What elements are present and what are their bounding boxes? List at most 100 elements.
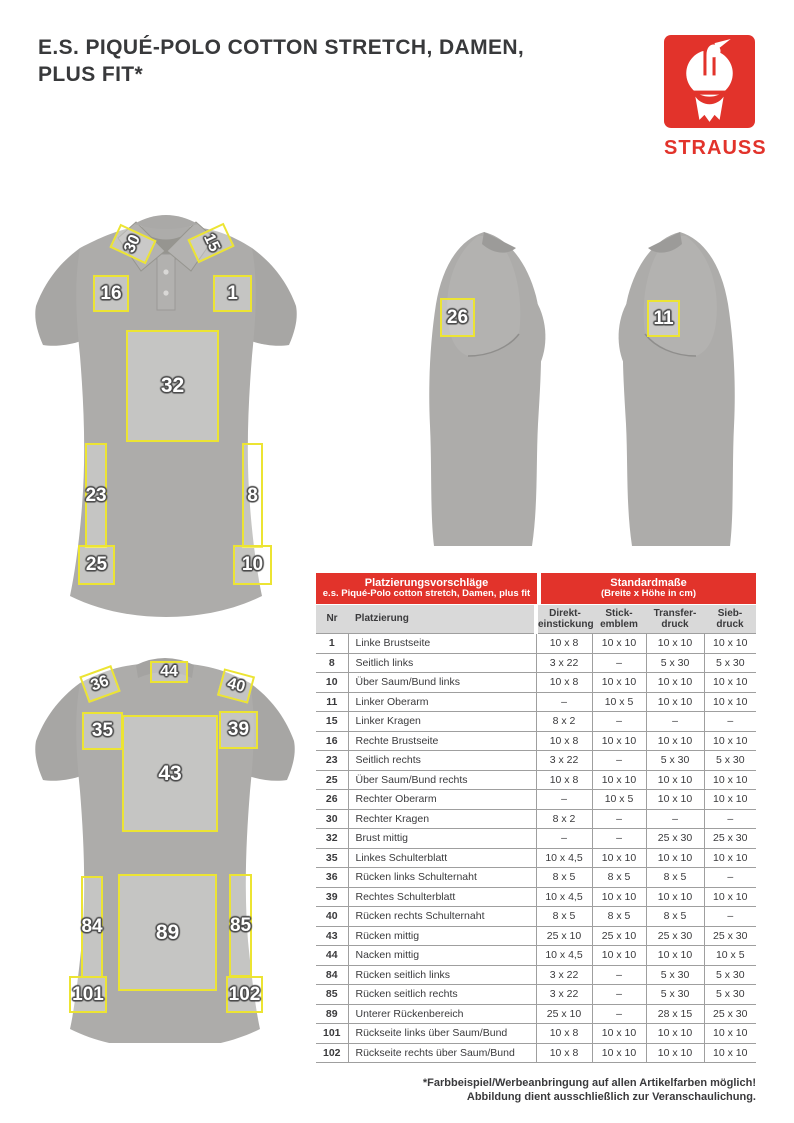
row-placement: Seitlich links xyxy=(347,652,536,673)
row-placement: Rücken seitlich rechts xyxy=(347,984,536,1005)
row-transfer-print: 10 x 10 xyxy=(645,886,704,907)
row-screen-print: 10 x 10 xyxy=(703,1023,756,1044)
row-nr: 84 xyxy=(316,964,348,985)
row-screen-print: 10 x 10 xyxy=(703,633,756,654)
row-nr: 11 xyxy=(316,691,348,712)
column-header-nr: Nr xyxy=(316,605,348,634)
row-direct-embroidery: 8 x 5 xyxy=(535,867,592,888)
row-direct-embroidery: 3 x 22 xyxy=(535,652,592,673)
row-stick-emblem: 8 x 5 xyxy=(591,906,646,927)
table-row: 85 Rücken seitlich rechts 3 x 22–5 x 30 5 x… xyxy=(316,984,756,1005)
row-screen-print: 25 x 30 xyxy=(703,925,756,946)
row-placement: Über Saum/Bund rechts xyxy=(347,769,536,790)
table-row: 44 Nacken mittig 10 x 4,5 10 x 10 10 x 10 10 … xyxy=(316,945,756,966)
row-stick-emblem: 10 x 10 xyxy=(591,886,646,907)
row-stick-emblem: – xyxy=(591,1003,646,1024)
row-screen-print: 10 x 10 xyxy=(703,1042,756,1063)
row-stick-emblem: 10 x 10 xyxy=(591,769,646,790)
row-screen-print: 25 x 30 xyxy=(703,828,756,849)
placement-marker-32: 32 xyxy=(126,330,219,442)
table-row: 84 Rücken seitlich links 3 x 22–5 x 30 5 x … xyxy=(316,964,756,985)
row-direct-embroidery: – xyxy=(535,691,592,712)
row-screen-print: – xyxy=(703,711,756,732)
column-header-placement: Platzierung xyxy=(348,605,536,634)
table-row: 1 Linke Brustseite 10 x 8 10 x 10 10 x 10 10 … xyxy=(316,633,756,654)
row-direct-embroidery: 8 x 2 xyxy=(535,808,592,829)
row-stick-emblem: – xyxy=(591,828,646,849)
row-nr: 35 xyxy=(316,847,348,868)
row-stick-emblem: – xyxy=(591,984,646,1005)
column-header-stick-emblem: Stick- emblem xyxy=(592,605,646,634)
page-title-line2: PLUS FIT* xyxy=(38,63,144,87)
placement-marker-44: 44 xyxy=(150,661,188,683)
row-stick-emblem: 10 x 10 xyxy=(591,1023,646,1044)
row-placement: Seitlich rechts xyxy=(347,750,536,771)
row-stick-emblem: 10 x 10 xyxy=(591,1042,646,1063)
row-nr: 25 xyxy=(316,769,348,790)
brand-logo: STRAUSS xyxy=(664,35,766,160)
row-screen-print: 5 x 30 xyxy=(703,652,756,673)
column-header-transfer-print: Transfer- druck xyxy=(646,605,704,634)
row-nr: 15 xyxy=(316,711,348,732)
row-stick-emblem: 8 x 5 xyxy=(591,867,646,888)
row-placement: Rückseite rechts über Saum/Bund xyxy=(347,1042,536,1063)
table-header-left-subtitle: e.s. Piqué-Polo cotton stretch, Damen, p… xyxy=(322,588,531,600)
row-placement: Linker Oberarm xyxy=(347,691,536,712)
table-header-right-subtitle: (Breite x Höhe in cm) xyxy=(600,588,697,600)
row-nr: 44 xyxy=(316,945,348,966)
table-row: 16 Rechte Brustseite 10 x 8 10 x 10 10 x 10 1… xyxy=(316,730,756,751)
row-transfer-print: 10 x 10 xyxy=(645,769,704,790)
table-row: 26 Rechter Oberarm –10 x 5 10 x 10 10 x 10 xyxy=(316,789,756,810)
row-transfer-print: 10 x 10 xyxy=(645,633,704,654)
row-transfer-print: 8 x 5 xyxy=(645,867,704,888)
row-nr: 10 xyxy=(316,672,348,693)
row-screen-print: 10 x 10 xyxy=(703,691,756,712)
row-transfer-print: 10 x 10 xyxy=(645,945,704,966)
row-placement: Linker Kragen xyxy=(347,711,536,732)
row-placement: Linkes Schulterblatt xyxy=(347,847,536,868)
table-row: 35 Linkes Schulterblatt 10 x 4,5 10 x 10 10 … xyxy=(316,847,756,868)
table-header-right: Standardmaße (Breite x Höhe in cm) xyxy=(541,573,756,604)
row-nr: 8 xyxy=(316,652,348,673)
table-row: 10 Über Saum/Bund links 10 x 8 10 x 10 10 x … xyxy=(316,672,756,693)
row-direct-embroidery: 10 x 4,5 xyxy=(535,945,592,966)
table-header-band: Platzierungsvorschläge e.s. Piqué-Polo c… xyxy=(316,573,756,604)
row-screen-print: 25 x 30 xyxy=(703,1003,756,1024)
placement-marker-11: 11 xyxy=(647,300,680,337)
row-placement: Über Saum/Bund links xyxy=(347,672,536,693)
table-header-right-title: Standardmaße xyxy=(610,576,687,589)
row-direct-embroidery: 10 x 8 xyxy=(535,1023,592,1044)
table-row: 89 Unterer Rückenbereich 25 x 10–28 x 15 25… xyxy=(316,1003,756,1024)
row-direct-embroidery: – xyxy=(535,789,592,810)
page-title-line1: E.S. PIQUÉ-POLO COTTON STRETCH, DAMEN, xyxy=(38,36,525,59)
row-stick-emblem: – xyxy=(591,750,646,771)
row-direct-embroidery: 10 x 4,5 xyxy=(535,886,592,907)
row-transfer-print: 10 x 10 xyxy=(645,691,704,712)
row-stick-emblem: 10 x 10 xyxy=(591,633,646,654)
row-placement: Brust mittig xyxy=(347,828,536,849)
placement-marker-25: 25 xyxy=(78,545,115,585)
row-transfer-print: 28 x 15 xyxy=(645,1003,704,1024)
placement-table: Platzierungsvorschläge e.s. Piqué-Polo c… xyxy=(316,573,756,1063)
row-direct-embroidery: 8 x 2 xyxy=(535,711,592,732)
row-stick-emblem: 10 x 5 xyxy=(591,789,646,810)
placement-marker-102: 102 xyxy=(226,976,263,1013)
placement-marker-101: 101 xyxy=(69,976,107,1013)
row-nr: 1 xyxy=(316,633,348,654)
row-stick-emblem: – xyxy=(591,652,646,673)
row-nr: 39 xyxy=(316,886,348,907)
placement-marker-39: 39 xyxy=(219,711,258,749)
page-title: E.S. PIQUÉ-POLO COTTON STRETCH, DAMEN, P… xyxy=(38,34,524,89)
table-header-left-title: Platzierungsvorschläge xyxy=(364,576,489,589)
row-transfer-print: 5 x 30 xyxy=(645,652,704,673)
row-placement: Rücken links Schulternaht xyxy=(347,867,536,888)
row-screen-print: 10 x 10 xyxy=(703,847,756,868)
footnote-line1: *Farbbeispiel/Werbeanbringung auf allen … xyxy=(422,1077,756,1089)
row-nr: 26 xyxy=(316,789,348,810)
row-direct-embroidery: 10 x 8 xyxy=(535,769,592,790)
back-view-shirt-image xyxy=(35,658,295,1043)
table-row: 30 Rechter Kragen 8 x 2– – – xyxy=(316,808,756,829)
row-stick-emblem: 10 x 10 xyxy=(591,847,646,868)
